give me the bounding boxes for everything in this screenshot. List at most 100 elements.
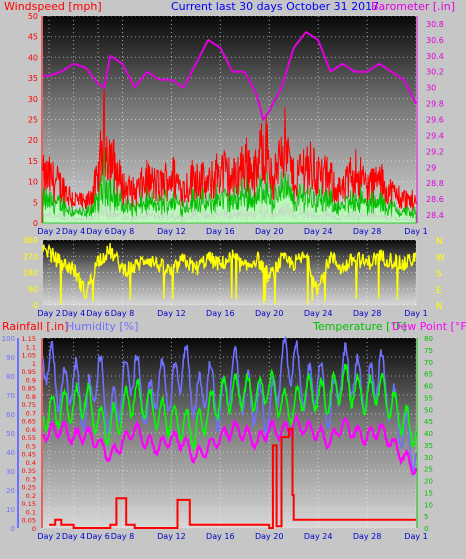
x-tick-label: Day 4	[62, 532, 85, 541]
wind-direction-series	[42, 243, 417, 305]
x-tick-label: Day 1	[404, 227, 427, 236]
x-tick-label: Day 16	[206, 227, 235, 236]
humidity-series	[42, 335, 417, 477]
barometer-series	[43, 31, 417, 122]
wind-tick-label: 45	[28, 33, 38, 42]
temp-tick-label: 70	[424, 359, 433, 367]
temp-tick-label: 75	[424, 347, 433, 355]
temp-tick-label: 0	[424, 525, 428, 533]
humidity-tick-label: 40	[6, 449, 15, 457]
x-tick-label: Day 2	[37, 227, 60, 236]
wind-tick-label: 50	[28, 12, 38, 21]
baro-tick-label: 29	[426, 163, 436, 172]
temp-tick-label: 20	[424, 478, 433, 486]
baro-tick-label: 29.2	[426, 147, 444, 156]
temperature-axis-label: Temperature [°F]	[312, 320, 407, 333]
rain-tick-label: 1	[32, 360, 36, 368]
baro-tick-label: 30.6	[426, 36, 444, 45]
rain-tick-label: 0.3	[26, 475, 36, 483]
temperature-series	[42, 363, 417, 450]
humidity-tick-label: 100	[2, 335, 15, 343]
wind-tick-label: 5	[33, 198, 38, 207]
x-tick-label: Day 16	[206, 532, 235, 541]
rain-tick-label: 1.1	[26, 343, 36, 351]
baro-tick-label: 29.4	[426, 131, 444, 140]
temp-tick-label: 40	[424, 430, 433, 438]
humidity-tick-label: 0	[11, 525, 15, 533]
rain-tick-label: 0.85	[22, 385, 36, 393]
direction-tick-label: 270	[23, 252, 38, 261]
x-tick-label: Day 4	[62, 227, 85, 236]
direction-tick-label: 0	[33, 301, 38, 310]
x-tick-label: Day 24	[304, 227, 333, 236]
temp-tick-label: 5	[424, 513, 428, 521]
rain-tick-label: 0.2	[26, 492, 36, 500]
x-tick-label: Day 12	[157, 309, 186, 318]
humidity-tick-label: 70	[6, 392, 15, 400]
wind-tick-label: 30	[28, 95, 38, 104]
x-tick-label: Day 12	[157, 532, 186, 541]
baro-tick-label: 29.6	[426, 116, 444, 125]
rain-tick-label: 0.45	[22, 451, 36, 459]
rain-tick-label: 0.6	[26, 426, 36, 434]
wind-tick-label: 25	[28, 116, 38, 125]
wind-tick-label: 20	[28, 136, 38, 145]
wind-tick-label: 40	[28, 53, 38, 62]
x-tick-label: Day 1	[404, 532, 427, 541]
temp-tick-label: 15	[424, 489, 433, 497]
x-tick-label: Day 28	[353, 532, 382, 541]
humidity-tick-label: 30	[6, 468, 15, 476]
rainfall-axis-label: Rainfall [.in]	[2, 320, 69, 333]
rainfall-series	[49, 427, 416, 529]
temp-tick-label: 45	[424, 418, 433, 426]
x-tick-label: Day 28	[353, 227, 382, 236]
temp-tick-label: 55	[424, 394, 433, 402]
x-tick-label: Day 6	[86, 309, 109, 318]
direction-panel	[43, 240, 416, 305]
baro-tick-label: 28.8	[426, 179, 444, 188]
temp-tick-label: 50	[424, 406, 433, 414]
x-tick-label: Day 12	[157, 227, 186, 236]
x-tick-label: Day 28	[353, 309, 382, 318]
baro-tick-label: 28.4	[426, 211, 444, 220]
humidity-tick-label: 50	[6, 430, 15, 438]
wind-tick-label: 35	[28, 74, 38, 83]
temp-tick-label: 65	[424, 371, 433, 379]
humidity-tick-label: 90	[6, 354, 15, 362]
rain-tick-label: 0.55	[22, 434, 36, 442]
rain-tick-label: 0.1	[26, 508, 36, 516]
rain-tick-label: 0.9	[26, 376, 36, 384]
rain-tick-label: 0	[32, 525, 36, 533]
windspeed-axis-label: Windspeed [mph]	[4, 0, 102, 13]
temp-tick-label: 80	[424, 335, 433, 343]
baro-tick-label: 30.8	[426, 20, 444, 29]
x-tick-label: Day 8	[111, 227, 134, 236]
direction-tick-label: 90	[28, 285, 38, 294]
temp-tick-label: 35	[424, 442, 433, 450]
x-tick-label: Day 8	[111, 532, 134, 541]
temp-tick-label: 10	[424, 501, 433, 509]
baro-tick-label: 30.2	[426, 68, 444, 77]
temp-tick-label: 30	[424, 454, 433, 462]
x-tick-label: Day 24	[304, 309, 333, 318]
x-tick-label: Day 2	[37, 309, 60, 318]
rain-tick-label: 0.4	[26, 459, 36, 467]
x-tick-label: Day 20	[255, 532, 284, 541]
rain-tick-label: 0.25	[22, 484, 36, 492]
rain-tick-label: 0.5	[26, 442, 36, 450]
rain-tick-label: 0.15	[22, 500, 36, 508]
x-tick-label: Day 20	[255, 309, 284, 318]
x-tick-label: Day 20	[255, 227, 284, 236]
direction-tick-label: 180	[23, 269, 38, 278]
humidity-tick-label: 60	[6, 411, 15, 419]
wind-tick-label: 10	[28, 178, 38, 187]
wind-tick-label: 0	[33, 219, 38, 228]
temp-tick-label: 25	[424, 466, 433, 474]
compass-tick-label: E	[436, 286, 442, 296]
baro-tick-label: 30.4	[426, 52, 444, 61]
x-tick-label: Day 16	[206, 309, 235, 318]
direction-tick-label: 360	[23, 236, 38, 245]
compass-tick-label: W	[436, 253, 445, 263]
x-tick-label: Day 1	[404, 309, 427, 318]
x-tick-label: Day 6	[86, 227, 109, 236]
